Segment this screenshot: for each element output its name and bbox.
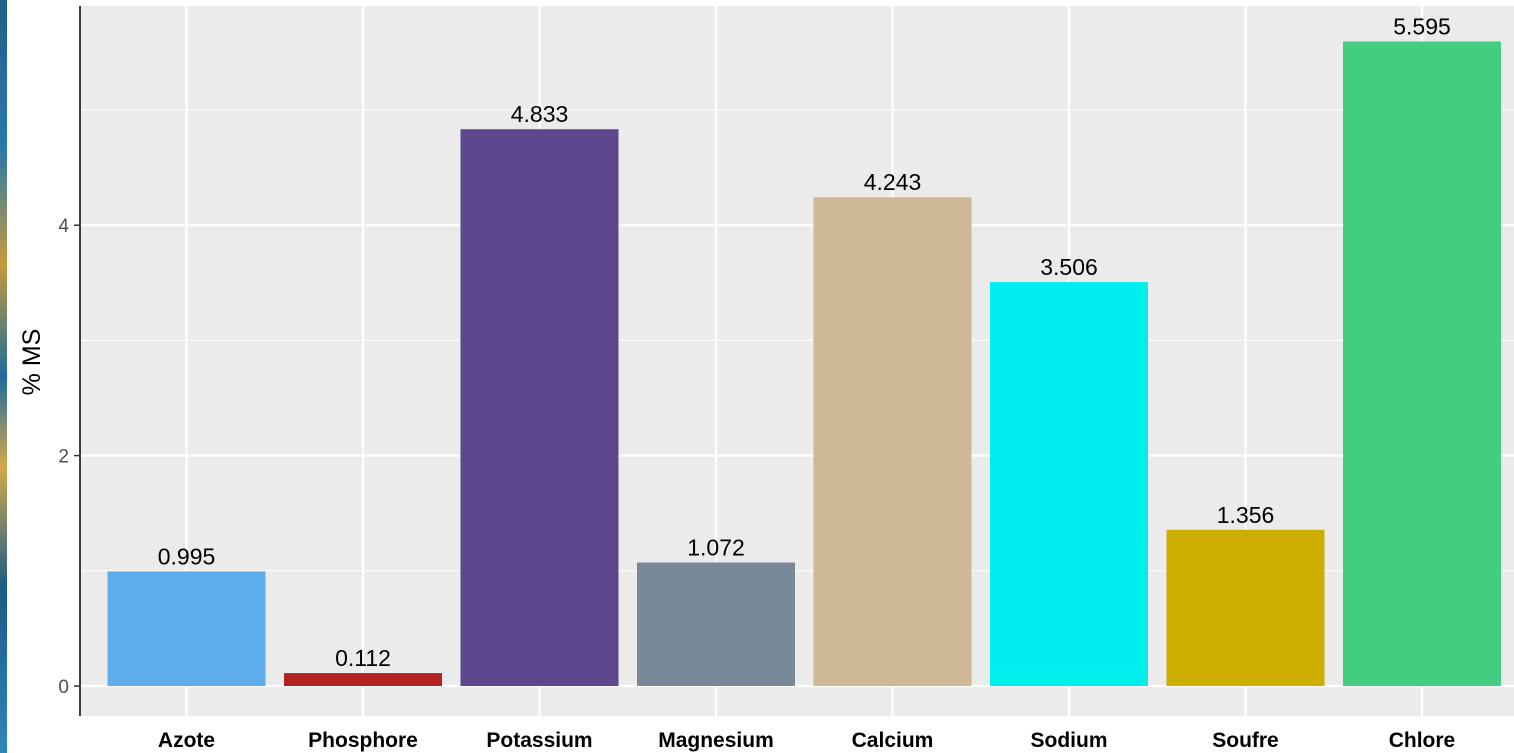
- data-label-soufre: 1.356: [1217, 502, 1275, 528]
- x-tick-label-azote: Azote: [158, 729, 215, 752]
- bar-magnesium: [637, 562, 795, 686]
- bar-calcium: [813, 197, 972, 686]
- data-label-azote: 0.995: [158, 543, 216, 569]
- y-ticks-group: 0 2 4: [58, 216, 80, 698]
- y-tick-label: 4: [58, 216, 69, 237]
- bar-potassium: [460, 129, 619, 686]
- x-tick-label-calcium: Calcium: [852, 729, 934, 752]
- x-tick-label-sodium: Sodium: [1031, 729, 1108, 752]
- x-ticks-group: Azote Phosphore Potassium Magnesium Calcium S…: [158, 729, 1455, 752]
- y-axis-title: % MS: [18, 329, 46, 396]
- left-edge-strip: [0, 0, 7, 753]
- x-tick-label-potassium: Potassium: [486, 729, 592, 752]
- bar-soufre: [1166, 529, 1325, 686]
- data-label-magnesium: 1.072: [687, 535, 745, 561]
- data-labels-group: 0.995 0.112 4.833 1.072 4.243 3.506 1.356 5.595: [158, 13, 1451, 671]
- x-tick-label-phosphore: Phosphore: [308, 729, 418, 752]
- data-label-calcium: 4.243: [864, 169, 922, 195]
- bar-sodium: [990, 282, 1148, 686]
- y-tick-label: 2: [58, 447, 69, 468]
- bar-chlore: [1343, 41, 1501, 687]
- bar-phosphore: [284, 673, 442, 686]
- y-tick-label: 0: [58, 677, 69, 698]
- bar-azote: [107, 571, 266, 686]
- bars-group: [107, 41, 1501, 687]
- data-label-phosphore: 0.112: [335, 645, 391, 671]
- x-tick-label-soufre: Soufre: [1212, 729, 1279, 752]
- data-label-sodium: 3.506: [1040, 254, 1098, 280]
- data-label-chlore: 5.595: [1393, 13, 1451, 39]
- x-tick-label-magnesium: Magnesium: [658, 729, 774, 752]
- x-tick-label-chlore: Chlore: [1389, 729, 1456, 752]
- data-label-potassium: 4.833: [511, 101, 569, 127]
